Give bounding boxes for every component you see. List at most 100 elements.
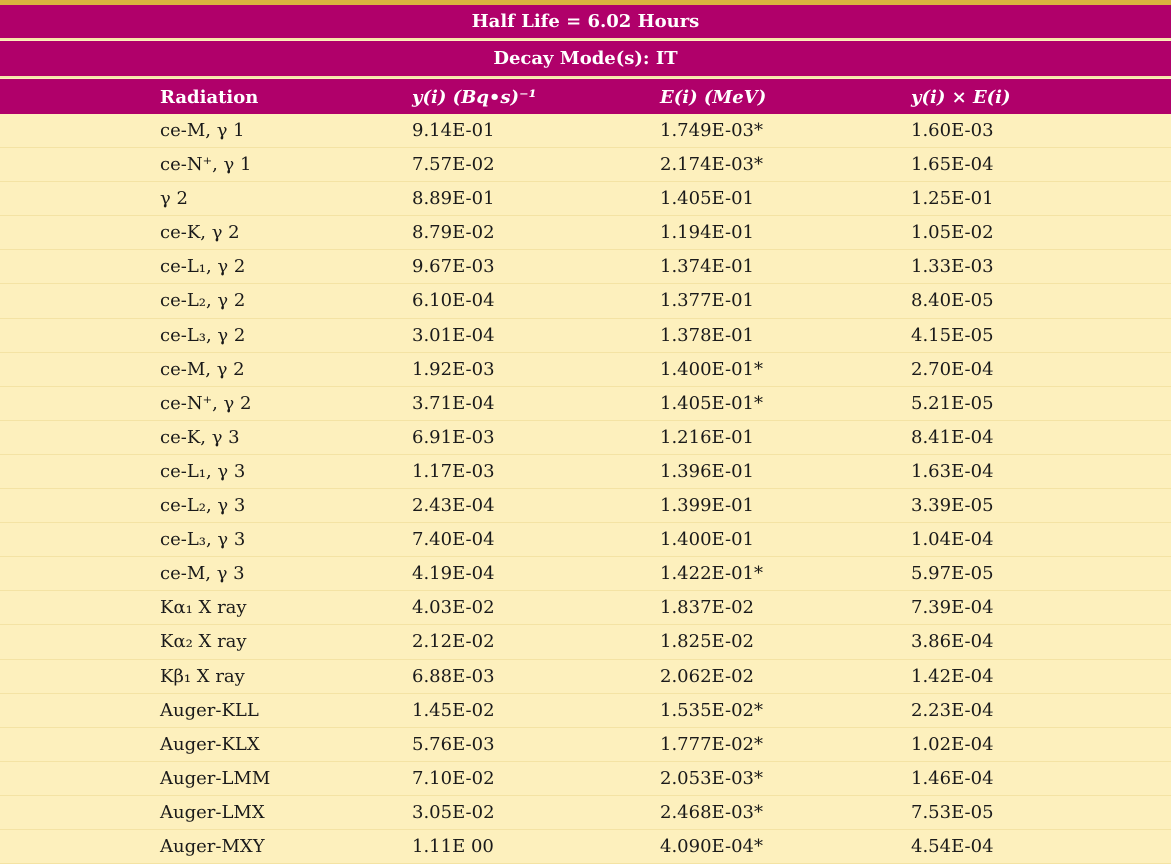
cell-energy: 1.400E-01* (660, 358, 763, 380)
header-energy: E(i) (MeV) (660, 87, 767, 108)
table-row: ce-M, γ 3 4.19E-04 1.422E-01* 5.97E-05 (0, 557, 1171, 592)
cell-radiation: ce-M, γ 1 (160, 120, 245, 141)
cell-energy: 1.399E-01 (660, 495, 754, 517)
cell-yield-times-energy: 1.63E-04 (911, 460, 994, 482)
cell-yield-times-energy: 1.46E-04 (911, 767, 994, 789)
cell-energy: 1.374E-01 (660, 256, 754, 278)
table-row: Auger-LMM 7.10E-02 2.053E-03* 1.46E-04 (0, 762, 1171, 796)
cell-yield: 4.03E-02 (412, 597, 495, 619)
cell-yield: 3.71E-04 (412, 392, 495, 414)
cell-yield-times-energy: 1.04E-04 (911, 529, 994, 551)
cell-yield-times-energy: 4.54E-04 (911, 835, 994, 857)
cell-energy: 1.422E-01* (660, 563, 763, 585)
table-row: γ 2 8.89E-01 1.405E-01 1.25E-01 (0, 182, 1171, 217)
table-row: ce-L₃, γ 2 3.01E-04 1.378E-01 4.15E-05 (0, 319, 1171, 353)
cell-yield-times-energy: 1.25E-01 (911, 188, 994, 210)
cell-radiation: ce-K, γ 3 (160, 426, 240, 448)
table-row: Auger-LMX 3.05E-02 2.468E-03* 7.53E-05 (0, 796, 1171, 830)
cell-yield: 9.67E-03 (412, 256, 495, 278)
cell-radiation: ce-M, γ 2 (160, 358, 245, 380)
cell-radiation: Kα₂ X ray (160, 631, 247, 653)
cell-yield: 7.10E-02 (412, 767, 495, 789)
cell-yield: 1.45E-02 (412, 699, 495, 721)
cell-radiation: ce-L₃, γ 3 (160, 529, 246, 551)
cell-yield-times-energy: 8.40E-05 (911, 290, 994, 312)
cell-yield-times-energy: 3.86E-04 (911, 631, 994, 653)
data-table: ce-M, γ 1 9.14E-01 1.749E-03* 1.60E-03 ce-N⁺… (0, 114, 1171, 864)
cell-energy: 1.837E-02 (660, 597, 754, 619)
table-header: Radiation y(i) (Bq•s)⁻¹ E(i) (MeV) y(i) … (0, 79, 1171, 114)
cell-yield: 7.57E-02 (412, 154, 495, 176)
cell-radiation: γ 2 (160, 188, 188, 210)
header-radiation: Radiation (160, 87, 259, 108)
cell-yield-times-energy: 5.97E-05 (911, 563, 994, 585)
cell-energy: 4.090E-04* (660, 835, 763, 857)
cell-yield-times-energy: 5.21E-05 (911, 392, 994, 414)
table-row: ce-M, γ 1 9.14E-01 1.749E-03* 1.60E-03 (0, 114, 1171, 149)
cell-energy: 2.468E-03* (660, 801, 763, 823)
cell-yield: 8.89E-01 (412, 188, 495, 210)
cell-energy: 1.400E-01 (660, 529, 754, 551)
cell-energy: 1.749E-03* (660, 120, 763, 141)
cell-yield-times-energy: 7.39E-04 (911, 597, 994, 619)
cell-energy: 1.825E-02 (660, 631, 754, 653)
table-row: Auger-KLL 1.45E-02 1.535E-02* 2.23E-04 (0, 694, 1171, 728)
cell-yield: 6.88E-03 (412, 665, 495, 687)
cell-energy: 1.377E-01 (660, 290, 754, 312)
cell-yield: 1.11E 00 (412, 835, 494, 857)
table-row: Kα₁ X ray 4.03E-02 1.837E-02 7.39E-04 (0, 591, 1171, 626)
cell-energy: 1.405E-01 (660, 188, 754, 210)
cell-yield: 2.43E-04 (412, 495, 495, 517)
cell-yield-times-energy: 1.02E-04 (911, 733, 994, 755)
table-row: ce-K, γ 3 6.91E-03 1.216E-01 8.41E-04 (0, 421, 1171, 455)
cell-radiation: ce-N⁺, γ 1 (160, 154, 252, 176)
cell-radiation: ce-L₁, γ 2 (160, 256, 246, 278)
cell-yield-times-energy: 1.60E-03 (911, 120, 994, 141)
cell-radiation: ce-K, γ 2 (160, 222, 240, 244)
cell-yield: 3.01E-04 (412, 324, 495, 346)
cell-energy: 1.378E-01 (660, 324, 754, 346)
cell-energy: 1.216E-01 (660, 426, 754, 448)
cell-radiation: ce-L₃, γ 2 (160, 324, 246, 346)
cell-yield-times-energy: 1.65E-04 (911, 154, 994, 176)
header-yield: y(i) (Bq•s)⁻¹ (412, 87, 537, 108)
cell-yield-times-energy: 1.42E-04 (911, 665, 994, 687)
cell-yield-times-energy: 2.23E-04 (911, 699, 994, 721)
cell-yield-times-energy: 8.41E-04 (911, 426, 994, 448)
cell-yield-times-energy: 1.05E-02 (911, 222, 994, 244)
cell-energy: 2.053E-03* (660, 767, 763, 789)
table-row: Kβ₁ X ray 6.88E-03 2.062E-02 1.42E-04 (0, 660, 1171, 694)
cell-radiation: ce-L₁, γ 3 (160, 460, 246, 482)
cell-energy: 1.194E-01 (660, 222, 754, 244)
cell-energy: 2.174E-03* (660, 154, 763, 176)
cell-yield: 7.40E-04 (412, 529, 495, 551)
cell-radiation: ce-L₂, γ 2 (160, 290, 246, 312)
table-row: ce-K, γ 2 8.79E-02 1.194E-01 1.05E-02 (0, 216, 1171, 251)
cell-radiation: Auger-KLX (160, 733, 260, 755)
top-rule (0, 0, 1171, 5)
table-row: ce-M, γ 2 1.92E-03 1.400E-01* 2.70E-04 (0, 353, 1171, 387)
cell-radiation: Auger-LMX (160, 801, 265, 823)
table-row: ce-L₁, γ 2 9.67E-03 1.374E-01 1.33E-03 (0, 250, 1171, 285)
table-row: ce-L₂, γ 2 6.10E-04 1.377E-01 8.40E-05 (0, 284, 1171, 319)
table-row: ce-N⁺, γ 2 3.71E-04 1.405E-01* 5.21E-05 (0, 387, 1171, 421)
cell-yield: 6.91E-03 (412, 426, 495, 448)
header-yield-times-energy: y(i) × E(i) (911, 87, 1011, 108)
cell-yield: 3.05E-02 (412, 801, 495, 823)
cell-yield: 9.14E-01 (412, 120, 495, 141)
cell-radiation: ce-L₂, γ 3 (160, 495, 246, 517)
decay-mode-band: Decay Mode(s): IT (0, 41, 1171, 78)
table-row: Kα₂ X ray 2.12E-02 1.825E-02 3.86E-04 (0, 625, 1171, 660)
cell-energy: 1.777E-02* (660, 733, 763, 755)
cell-radiation: Kβ₁ X ray (160, 665, 245, 687)
cell-radiation: Auger-KLL (160, 699, 259, 721)
table-row: Auger-MXY 1.11E 00 4.090E-04* 4.54E-04 (0, 830, 1171, 864)
half-life-band: Half Life = 6.02 Hours (0, 5, 1171, 40)
cell-yield: 2.12E-02 (412, 631, 495, 653)
cell-yield-times-energy: 1.33E-03 (911, 256, 994, 278)
cell-yield: 8.79E-02 (412, 222, 495, 244)
cell-energy: 1.405E-01* (660, 392, 763, 414)
cell-energy: 2.062E-02 (660, 665, 754, 687)
cell-yield: 6.10E-04 (412, 290, 495, 312)
cell-yield-times-energy: 4.15E-05 (911, 324, 994, 346)
